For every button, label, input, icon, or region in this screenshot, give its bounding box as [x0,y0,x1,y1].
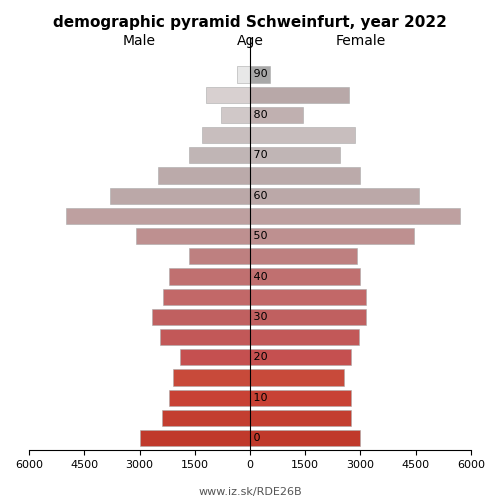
Text: 60: 60 [250,190,268,200]
Bar [250,86,350,103]
Bar [110,188,250,204]
Text: www.iz.sk/RDE26B: www.iz.sk/RDE26B [198,487,302,497]
Bar [202,127,250,143]
Bar [250,288,366,305]
Bar [189,248,250,264]
Bar [164,288,250,305]
Bar [250,430,360,446]
Text: 30: 30 [250,312,268,322]
Text: 0: 0 [250,433,260,443]
Bar [250,390,352,406]
Bar [250,168,360,184]
Text: Age: Age [236,34,264,48]
Bar [250,350,352,366]
Text: 10: 10 [250,392,268,402]
Bar [152,309,250,325]
Bar [180,350,250,366]
Bar [250,248,357,264]
Bar [206,86,250,103]
Bar [189,147,250,164]
Bar [250,127,355,143]
Bar [169,390,250,406]
Bar [250,329,358,345]
Bar [250,309,366,325]
Bar [140,430,250,446]
Text: 50: 50 [250,231,268,241]
Title: demographic pyramid Schweinfurt, year 2022: demographic pyramid Schweinfurt, year 20… [53,15,447,30]
Bar [172,370,250,386]
Bar [162,410,250,426]
Bar [66,208,250,224]
Bar [250,228,414,244]
Text: 20: 20 [250,352,268,362]
Text: Female: Female [336,34,386,48]
Text: 80: 80 [250,110,268,120]
Bar [220,107,250,123]
Bar [250,208,460,224]
Bar [160,329,250,345]
Text: 40: 40 [250,272,268,281]
Bar [250,66,270,82]
Text: Male: Male [123,34,156,48]
Text: 90: 90 [250,70,268,80]
Bar [250,410,352,426]
Bar [250,370,344,386]
Bar [250,107,304,123]
Bar [250,188,420,204]
Bar [250,268,360,284]
Bar [250,147,340,164]
Bar [169,268,250,284]
Text: 70: 70 [250,150,268,160]
Bar [136,228,250,244]
Bar [237,66,250,82]
Bar [158,168,250,184]
